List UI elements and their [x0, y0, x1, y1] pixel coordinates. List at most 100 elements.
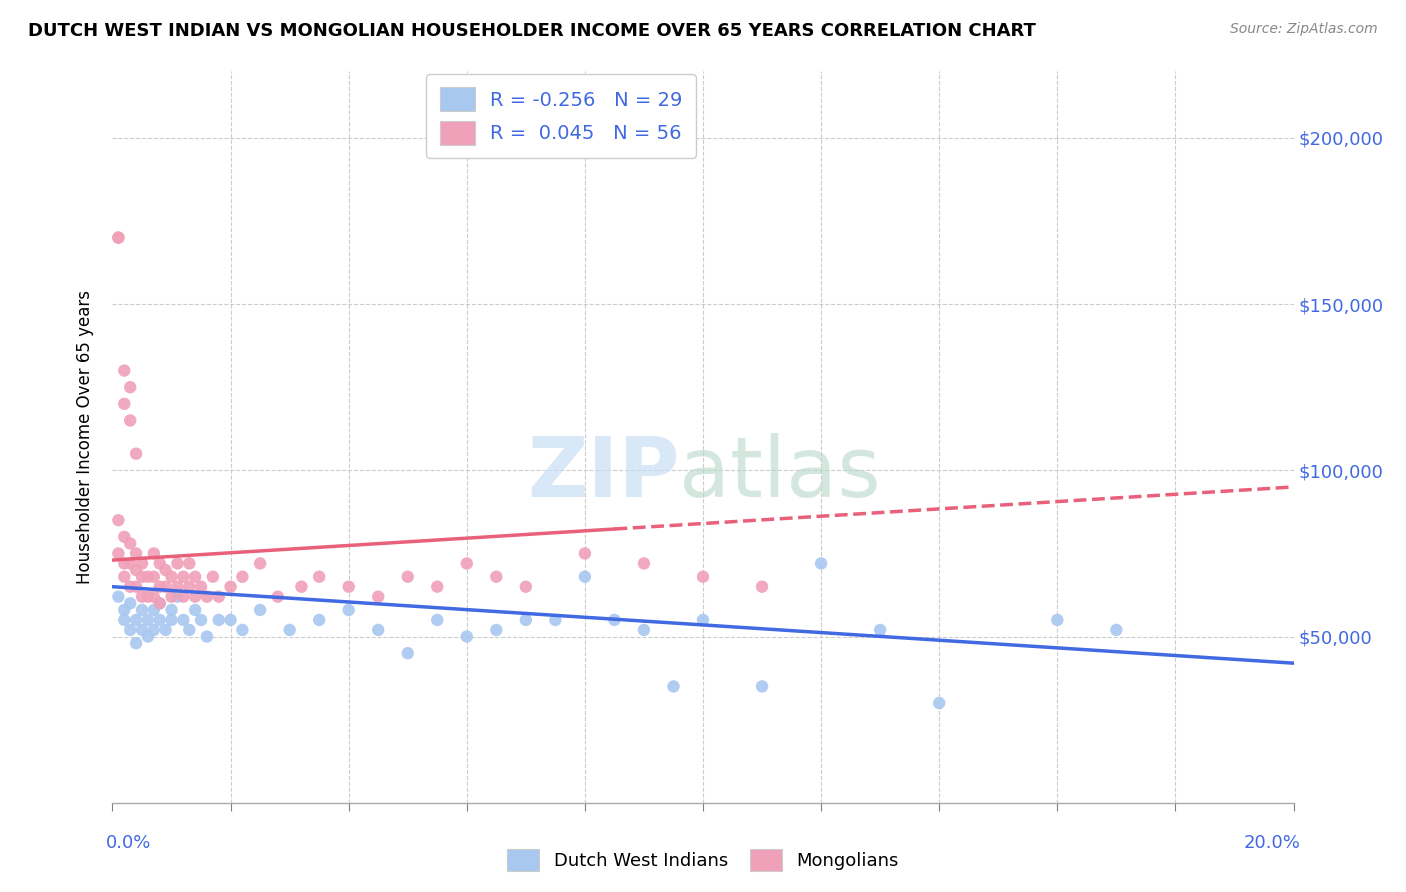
- Point: [131, 570, 153, 584]
- Point: [928, 696, 950, 710]
- Point: [278, 623, 301, 637]
- Point: [131, 557, 153, 571]
- Point: [107, 590, 129, 604]
- Point: [142, 590, 165, 604]
- Point: [125, 580, 148, 594]
- Point: [120, 536, 142, 550]
- Point: [1105, 623, 1128, 637]
- Point: [544, 613, 567, 627]
- Y-axis label: Householder Income Over 65 years: Householder Income Over 65 years: [76, 290, 94, 584]
- Point: [125, 546, 148, 560]
- Text: 20.0%: 20.0%: [1244, 834, 1301, 852]
- Legend: R = -0.256   N = 29, R =  0.045   N = 56: R = -0.256 N = 29, R = 0.045 N = 56: [426, 74, 696, 158]
- Point: [107, 230, 129, 244]
- Point: [308, 570, 330, 584]
- Point: [142, 603, 165, 617]
- Point: [155, 623, 177, 637]
- Point: [208, 590, 231, 604]
- Point: [751, 680, 773, 694]
- Point: [136, 590, 159, 604]
- Point: [112, 530, 135, 544]
- Point: [231, 623, 253, 637]
- Point: [160, 590, 183, 604]
- Point: [633, 557, 655, 571]
- Point: [195, 590, 218, 604]
- Point: [603, 613, 626, 627]
- Point: [155, 580, 177, 594]
- Point: [131, 590, 153, 604]
- Point: [179, 623, 201, 637]
- Legend: Dutch West Indians, Mongolians: Dutch West Indians, Mongolians: [499, 842, 907, 879]
- Point: [201, 570, 224, 584]
- Point: [112, 397, 135, 411]
- Point: [120, 623, 142, 637]
- Point: [456, 557, 478, 571]
- Point: [810, 557, 832, 571]
- Point: [112, 570, 135, 584]
- Point: [172, 570, 194, 584]
- Point: [125, 636, 148, 650]
- Point: [107, 546, 129, 560]
- Point: [107, 230, 129, 244]
- Point: [142, 623, 165, 637]
- Point: [662, 680, 685, 694]
- Point: [190, 613, 212, 627]
- Point: [112, 363, 135, 377]
- Point: [249, 603, 271, 617]
- Point: [166, 590, 188, 604]
- Point: [112, 603, 135, 617]
- Point: [125, 563, 148, 577]
- Point: [692, 570, 714, 584]
- Point: [208, 613, 231, 627]
- Point: [142, 570, 165, 584]
- Point: [112, 613, 135, 627]
- Point: [290, 580, 312, 594]
- Point: [308, 613, 330, 627]
- Point: [112, 557, 135, 571]
- Point: [633, 623, 655, 637]
- Point: [574, 570, 596, 584]
- Point: [751, 580, 773, 594]
- Text: Source: ZipAtlas.com: Source: ZipAtlas.com: [1230, 22, 1378, 37]
- Point: [515, 613, 537, 627]
- Point: [249, 557, 271, 571]
- Point: [337, 580, 360, 594]
- Point: [136, 630, 159, 644]
- Point: [184, 570, 207, 584]
- Point: [120, 580, 142, 594]
- Point: [195, 630, 218, 644]
- Point: [131, 623, 153, 637]
- Point: [149, 580, 172, 594]
- Point: [149, 613, 172, 627]
- Point: [1046, 613, 1069, 627]
- Point: [149, 596, 172, 610]
- Point: [184, 590, 207, 604]
- Point: [219, 613, 242, 627]
- Point: [426, 613, 449, 627]
- Point: [179, 580, 201, 594]
- Point: [155, 563, 177, 577]
- Point: [125, 447, 148, 461]
- Point: [485, 623, 508, 637]
- Point: [172, 613, 194, 627]
- Text: ZIP: ZIP: [527, 434, 679, 514]
- Point: [142, 546, 165, 560]
- Point: [136, 613, 159, 627]
- Point: [125, 613, 148, 627]
- Point: [160, 570, 183, 584]
- Text: DUTCH WEST INDIAN VS MONGOLIAN HOUSEHOLDER INCOME OVER 65 YEARS CORRELATION CHAR: DUTCH WEST INDIAN VS MONGOLIAN HOUSEHOLD…: [28, 22, 1036, 40]
- Point: [367, 590, 389, 604]
- Point: [160, 603, 183, 617]
- Point: [190, 580, 212, 594]
- Point: [172, 590, 194, 604]
- Point: [149, 557, 172, 571]
- Text: atlas: atlas: [679, 434, 882, 514]
- Point: [120, 380, 142, 394]
- Point: [337, 603, 360, 617]
- Point: [120, 557, 142, 571]
- Text: 0.0%: 0.0%: [105, 834, 150, 852]
- Point: [485, 570, 508, 584]
- Point: [179, 557, 201, 571]
- Point: [149, 596, 172, 610]
- Point: [166, 557, 188, 571]
